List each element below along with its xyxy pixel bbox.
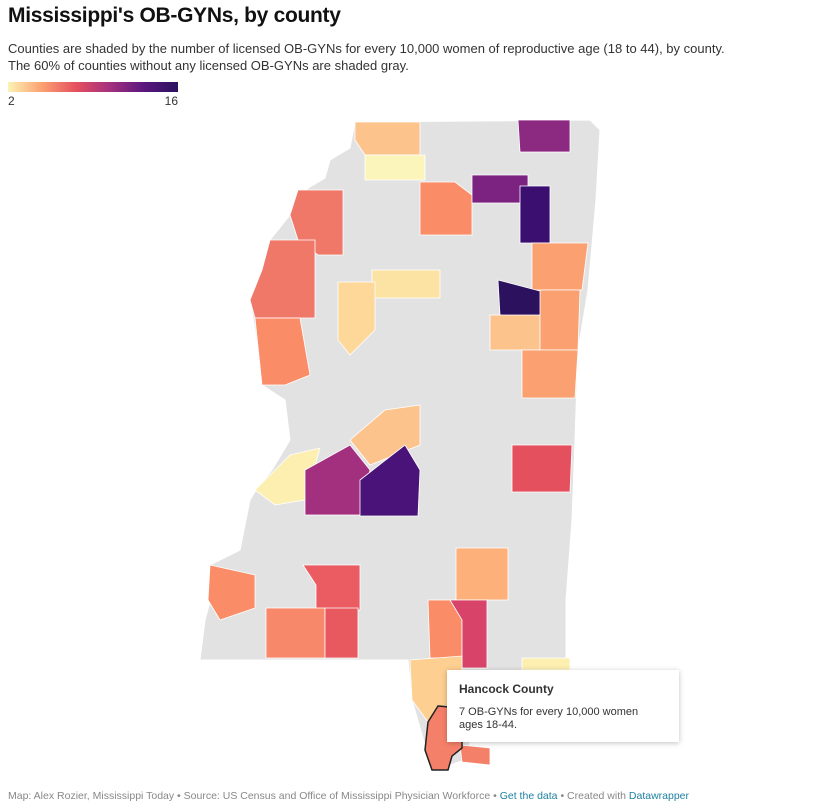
county-shape[interactable] [324,607,359,659]
footer-created: • Created with [560,790,626,802]
county-shape[interactable] [354,121,421,156]
county-shape[interactable] [254,317,311,386]
county-shape[interactable] [521,657,571,671]
legend-min: 2 [8,94,15,108]
county-shape[interactable] [265,607,326,659]
county-shape[interactable] [249,239,316,319]
county-shape[interactable] [449,599,488,669]
county-shape[interactable] [519,185,551,244]
footer-credit: Map: Alex Rozier, Mississippi Today • So… [8,790,497,802]
description-line: The 60% of counties without any licensed… [8,58,409,73]
county-shape[interactable] [489,314,541,351]
tooltip-body: 7 OB-GYNs for every 10,000 women ages 18… [459,706,639,731]
county-shape[interactable] [521,349,579,399]
county-map[interactable] [0,110,823,780]
footer: Map: Alex Rozier, Mississippi Today • So… [8,790,689,802]
color-legend: 2 16 [8,82,178,108]
county-shape[interactable] [531,242,589,291]
description-line: Counties are shaded by the number of lic… [8,41,725,56]
legend-max: 16 [164,94,178,108]
county-shape[interactable] [337,281,376,356]
county-shape[interactable] [419,181,473,236]
county-shape[interactable] [511,444,573,493]
chart-title: Mississippi's OB-GYNs, by county [8,4,341,27]
county-shape[interactable] [459,744,491,766]
county-shape[interactable] [359,444,421,517]
county-shape[interactable] [539,289,581,351]
legend-gradient [8,82,178,92]
tooltip-title: Hancock County [459,682,554,696]
get-data-link[interactable]: Get the data [499,790,558,802]
county-tooltip: Hancock County 7 OB-GYNs for every 10,00… [447,670,679,742]
county-shape[interactable] [455,547,509,601]
county-shape[interactable] [364,154,426,181]
chart-description: Counties are shaded by the number of lic… [8,40,808,74]
datawrapper-link[interactable]: Datawrapper [628,790,690,802]
county-shape[interactable] [517,119,571,153]
county-shape[interactable] [207,564,256,621]
county-shape[interactable] [371,269,441,299]
county-shape[interactable] [289,189,344,256]
